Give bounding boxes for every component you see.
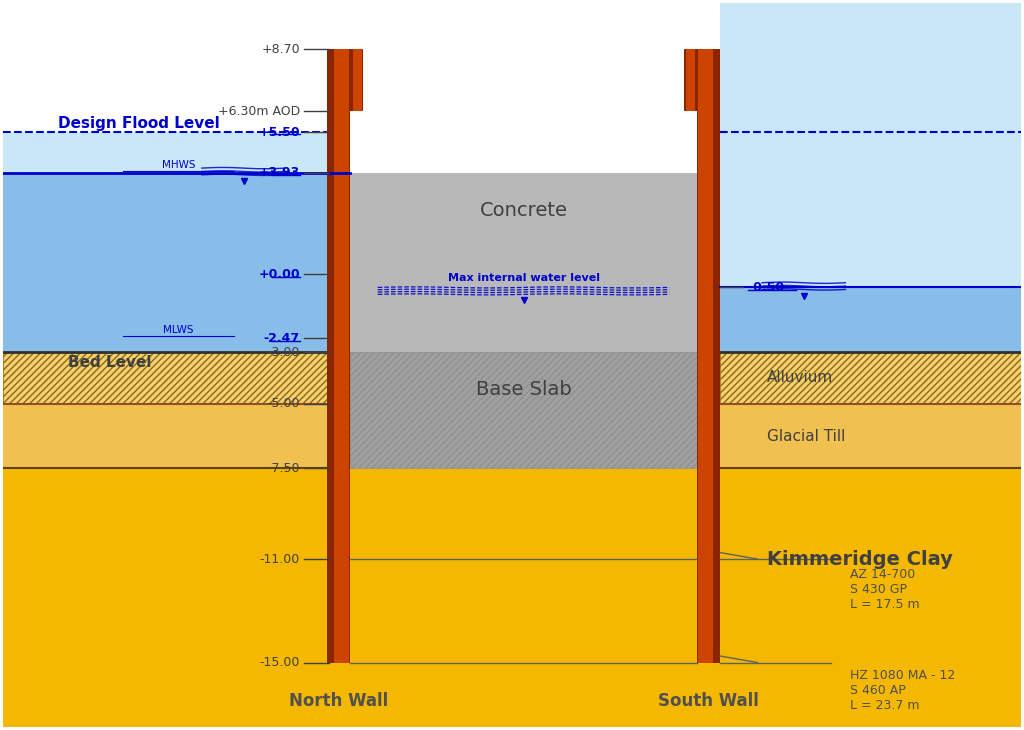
Bar <box>3 352 327 404</box>
Bar <box>720 352 1021 404</box>
Text: Glacial Till: Glacial Till <box>767 429 845 444</box>
Bar <box>698 50 714 663</box>
Text: MHWS: MHWS <box>162 160 196 169</box>
Bar <box>686 50 695 112</box>
Text: +0.00: +0.00 <box>258 268 300 281</box>
Text: -7.50: -7.50 <box>267 462 300 475</box>
Text: Concrete: Concrete <box>479 201 567 220</box>
Bar <box>720 352 1021 404</box>
Bar <box>350 352 697 469</box>
Text: -2.47: -2.47 <box>264 332 300 345</box>
Text: Design Flood Level: Design Flood Level <box>58 116 220 131</box>
Bar <box>720 3 1021 288</box>
Text: -3.00: -3.00 <box>267 345 300 358</box>
Text: +3.93: +3.93 <box>259 166 300 180</box>
Bar <box>350 352 697 469</box>
Bar <box>3 404 327 469</box>
Bar <box>3 469 1021 727</box>
Bar <box>720 404 1021 469</box>
Text: -0.50: -0.50 <box>749 281 784 294</box>
Text: MLWS: MLWS <box>164 326 194 335</box>
Text: Max internal water level: Max internal water level <box>447 273 600 283</box>
Text: -5.00: -5.00 <box>267 397 300 410</box>
Bar <box>3 352 327 404</box>
Text: HZ 1080 MA - 12
S 460 AP
L = 23.7 m: HZ 1080 MA - 12 S 460 AP L = 23.7 m <box>850 669 955 712</box>
Text: +5.50: +5.50 <box>258 126 300 139</box>
Text: +8.70: +8.70 <box>261 43 300 56</box>
Text: Bed Level: Bed Level <box>68 356 152 370</box>
Bar <box>684 50 697 112</box>
Text: AZ 14-700
S 430 GP
L = 17.5 m: AZ 14-700 S 430 GP L = 17.5 m <box>850 568 920 611</box>
Text: South Wall: South Wall <box>658 692 759 710</box>
Bar <box>350 50 362 112</box>
Bar <box>353 50 361 112</box>
Text: -11.00: -11.00 <box>260 553 300 566</box>
Text: +6.30m AOD: +6.30m AOD <box>218 105 300 118</box>
Text: North Wall: North Wall <box>289 692 388 710</box>
Text: Alluvium: Alluvium <box>767 370 833 385</box>
Bar <box>327 50 350 663</box>
Bar <box>334 50 349 663</box>
Text: Base Slab: Base Slab <box>476 380 571 399</box>
Bar <box>697 50 720 663</box>
Text: Kimmeridge Clay: Kimmeridge Clay <box>767 550 952 569</box>
Bar <box>3 132 327 173</box>
Text: -15.00: -15.00 <box>260 656 300 669</box>
Bar <box>3 173 327 352</box>
Bar <box>720 288 1021 352</box>
Bar <box>350 173 697 352</box>
